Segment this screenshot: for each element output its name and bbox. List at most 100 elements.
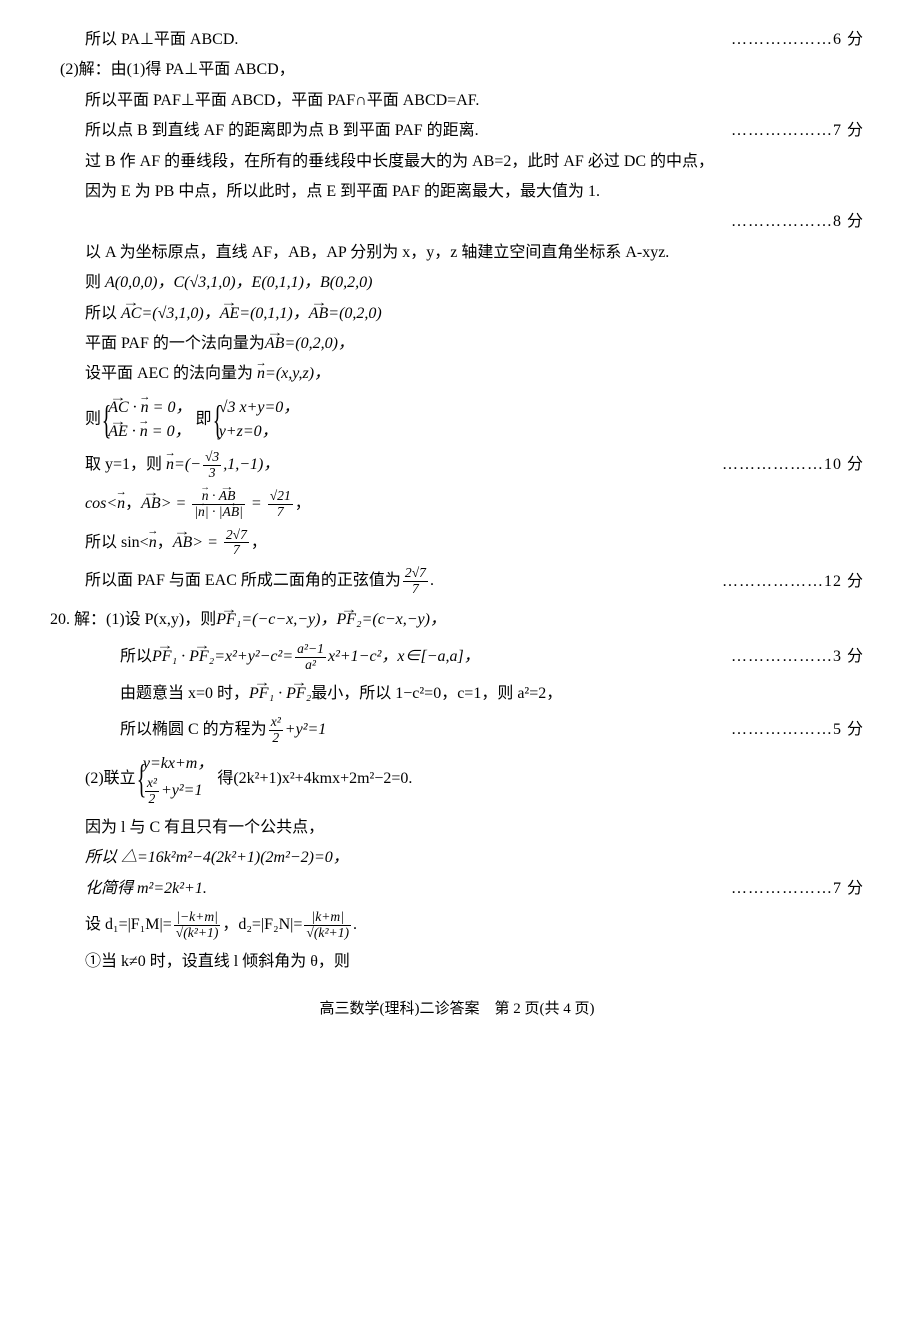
den: 3	[203, 466, 221, 481]
vector-pf2: PF₂	[189, 642, 214, 672]
fraction: √217	[268, 489, 293, 520]
eq: y=kx+m，	[143, 752, 213, 776]
sol-line: 所以 PA⊥平面 ABCD. ………………6 分	[50, 25, 864, 55]
val: =(−	[174, 456, 201, 473]
coords: A(0,0,0)，C(√3,1,0)，E(0,1,1)，B(0,2,0)	[105, 274, 372, 291]
text: 化简得 m²=2k²+1.	[85, 874, 207, 904]
sol-line: 所以 sin<n，AB> = 2√77，	[50, 528, 864, 559]
sol-line: 设平面 AEC 的法向量为 n=(x,y,z)，	[50, 359, 864, 389]
vector-ae: AE	[220, 299, 240, 329]
fraction: a²−1a²	[295, 642, 326, 673]
den: 7	[268, 505, 293, 520]
score: ………………5 分	[731, 715, 864, 745]
text: 所以 PA⊥平面 ABCD.	[85, 25, 238, 55]
eq: > =	[192, 534, 222, 551]
text: (2)联立	[85, 770, 136, 787]
eq-system: { y=kx+m， x²2+y²=1	[140, 752, 214, 807]
fraction: 2√77	[224, 528, 249, 559]
num: 2√7	[224, 528, 249, 544]
text: 得(2k²+1)x²+4kmx+2m²−2=0.	[217, 770, 412, 787]
text: 由题意当 x=0 时，	[120, 685, 249, 702]
text: 取 y=1，则	[85, 456, 166, 473]
text: 设平面 AEC 的法向量为	[85, 365, 257, 382]
num: √3	[203, 450, 221, 466]
vector-ab: AB	[309, 299, 329, 329]
num: x²	[145, 776, 159, 792]
score: ………………7 分	[731, 116, 864, 146]
vector-ac: AC	[121, 299, 141, 329]
val: =(0,2,0)	[328, 305, 381, 322]
num: a²−1	[295, 642, 326, 658]
sol-line: 取 y=1，则 n=(−√33,1,−1)， ………………10 分	[50, 450, 864, 481]
score: ………………12 分	[722, 567, 864, 597]
text: 所以	[120, 648, 152, 665]
den: √(k²+1)	[304, 926, 351, 941]
text: 所以椭圆 C 的方程为	[120, 721, 267, 738]
num: |k+m|	[304, 910, 351, 926]
val: =(0,2,0)，	[284, 335, 353, 352]
end: ，	[251, 534, 267, 551]
eq: √3 x+y=0，	[219, 396, 300, 420]
den: 2	[145, 792, 159, 807]
end: ，	[295, 495, 311, 512]
num: √21	[268, 489, 293, 505]
score-line: ………………8 分	[50, 207, 864, 237]
text: ，d₂=|F₂N|=	[222, 916, 302, 933]
sol-line: 所以面 PAF 与面 EAC 所成二面角的正弦值为2√77. ………………12 …	[50, 566, 864, 597]
sol-line: (2)联立 { y=kx+m， x²2+y²=1 得(2k²+1)x²+4kmx…	[50, 752, 864, 807]
eq: +y²=1	[161, 782, 203, 799]
fraction: x²2	[145, 776, 159, 807]
val: =(x,y,z)，	[265, 365, 330, 382]
dot: ·	[177, 648, 189, 665]
vector-pf1: PF₁	[249, 679, 274, 709]
comma: ，	[157, 534, 173, 551]
num: |−k+m|	[174, 910, 221, 926]
val: =(√3,1,0)，	[141, 305, 219, 322]
fraction: x²2	[269, 715, 283, 746]
eq: =x²+y²−c²=	[214, 648, 293, 665]
den: 2	[269, 731, 283, 746]
sol-line: 因为 E 为 PB 中点，所以此时，点 E 到平面 PAF 的距离最大，最大值为…	[50, 177, 864, 207]
sol-line: cos<n，AB> = n · AB|n| · |AB| = √217，	[50, 489, 864, 520]
val: =(−c−x,−y)，	[241, 611, 336, 628]
fraction: |−k+m|√(k²+1)	[174, 910, 221, 941]
num: 2√7	[403, 566, 428, 582]
sol-line: 则 { AC · n = 0， AE · n = 0， 即 { √3 x+y=0…	[50, 396, 864, 444]
sol-line: 所以平面 PAF⊥平面 ABCD，平面 PAF∩平面 ABCD=AF.	[50, 86, 864, 116]
score: ………………8 分	[731, 207, 864, 237]
text: 平面 PAF 的一个法向量为	[85, 335, 265, 352]
text: cos<	[85, 495, 117, 512]
sol-line: 所以点 B 到直线 AF 的距离即为点 B 到平面 PAF 的距离. ………………	[50, 116, 864, 146]
eq: > =	[161, 495, 191, 512]
sol-line: 所以PF₁ · PF₂=x²+y²−c²=a²−1a²x²+1−c²，x∈[−a…	[50, 642, 864, 673]
den: 7	[224, 543, 249, 558]
den: 7	[403, 582, 428, 597]
eq: x²+1−c²，x∈[−a,a]，	[328, 648, 480, 665]
comma: ，	[125, 495, 141, 512]
end: .	[353, 916, 357, 933]
eq: =	[247, 495, 266, 512]
eq: · n = 0，	[128, 423, 191, 440]
sol-line: 所以椭圆 C 的方程为x²2+y²=1 ………………5 分	[50, 715, 864, 746]
sol-line: (2)解：由(1)得 PA⊥平面 ABCD，	[50, 55, 864, 85]
vector-pf2: PF₂	[336, 605, 361, 635]
q20-line: 20. 解：(1)设 P(x,y)，则PF₁=(−c−x,−y)，PF₂=(c−…	[50, 605, 864, 635]
vector-n: n	[166, 450, 174, 480]
eq: +y²=1	[285, 721, 327, 738]
text: 则	[85, 410, 101, 427]
text: 设 d₁=|F₁M|=	[85, 916, 172, 933]
vector-ab: AB	[173, 528, 193, 558]
sol-line: 设 d₁=|F₁M|=|−k+m|√(k²+1)，d₂=|F₂N|=|k+m|√…	[50, 910, 864, 941]
eq-system: { AC · n = 0， AE · n = 0，	[105, 396, 191, 444]
fraction: |k+m|√(k²+1)	[304, 910, 351, 941]
sol-line: 过 B 作 AF 的垂线段，在所有的垂线段中长度最大的为 AB=2，此时 AF …	[50, 147, 864, 177]
end: .	[430, 573, 434, 590]
sol-line: 所以 AC=(√3,1,0)，AE=(0,1,1)，AB=(0,2,0)	[50, 299, 864, 329]
vector-ae: AE	[108, 420, 128, 444]
eq-system: { √3 x+y=0， y+z=0，	[216, 396, 300, 444]
text: 即	[195, 410, 211, 427]
sol-line: 化简得 m²=2k²+1. ………………7 分	[50, 874, 864, 904]
sol-line: 以 A 为坐标原点，直线 AF，AB，AP 分别为 x，y，z 轴建立空间直角坐…	[50, 238, 864, 268]
fraction: 2√77	[403, 566, 428, 597]
den: √(k²+1)	[174, 926, 221, 941]
